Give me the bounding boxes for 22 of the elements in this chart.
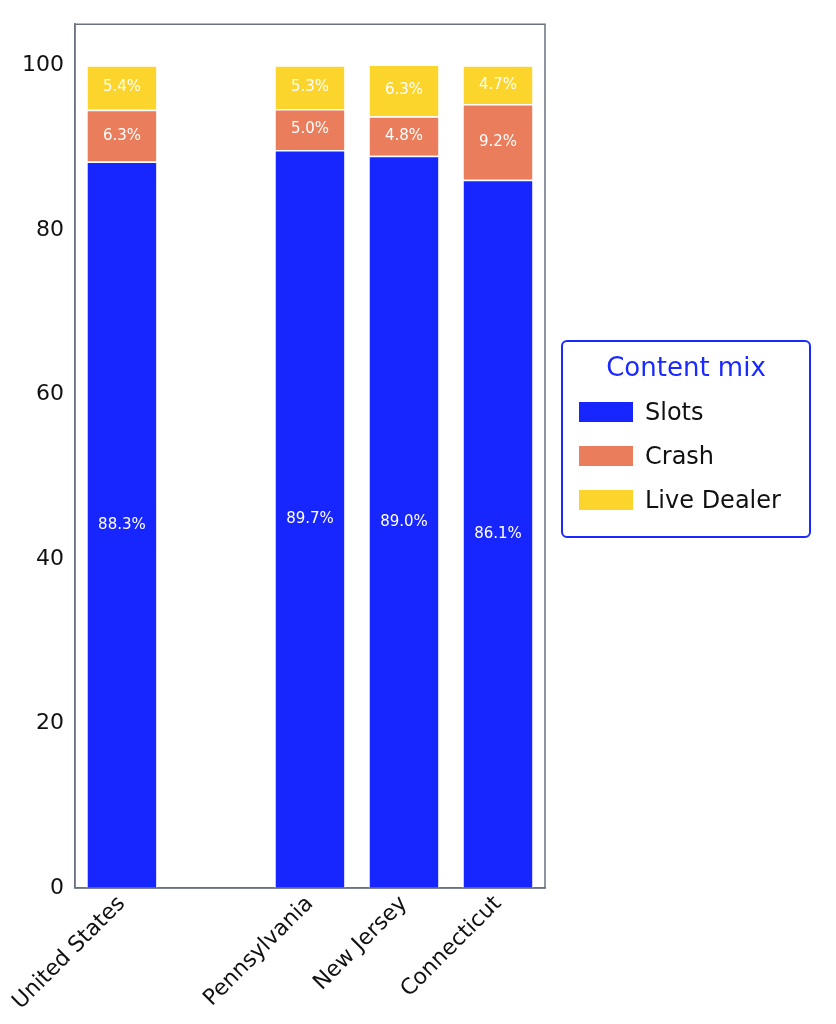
data-label: 5.3% (290, 77, 330, 96)
data-label: 5.4% (102, 77, 141, 96)
data-label: 9.2% (478, 131, 518, 150)
legend-label: Crash (645, 442, 715, 470)
legend-label: Slots (645, 398, 704, 426)
y-tick-label: 0 (49, 873, 64, 899)
legend-title: Content mix (605, 352, 767, 382)
y-tick-label: 40 (35, 544, 64, 570)
data-label: 88.3% (98, 514, 146, 533)
y-tick-label: 60 (35, 380, 64, 406)
y-tick-label: 100 (21, 51, 64, 77)
data-label: 86.1% (474, 523, 522, 542)
y-tick-label: 20 (35, 709, 64, 735)
data-label: 89.0% (380, 511, 428, 530)
data-label: 89.7% (286, 508, 334, 527)
data-label: 4.7% (478, 74, 518, 93)
y-tick-label: 80 (35, 215, 64, 241)
data-label: 6.3% (384, 80, 424, 99)
data-label: 4.8% (384, 125, 424, 144)
legend-label: Live Dealer (645, 486, 781, 514)
data-label: 6.3% (102, 125, 141, 144)
data-label: 5.0% (290, 119, 330, 138)
